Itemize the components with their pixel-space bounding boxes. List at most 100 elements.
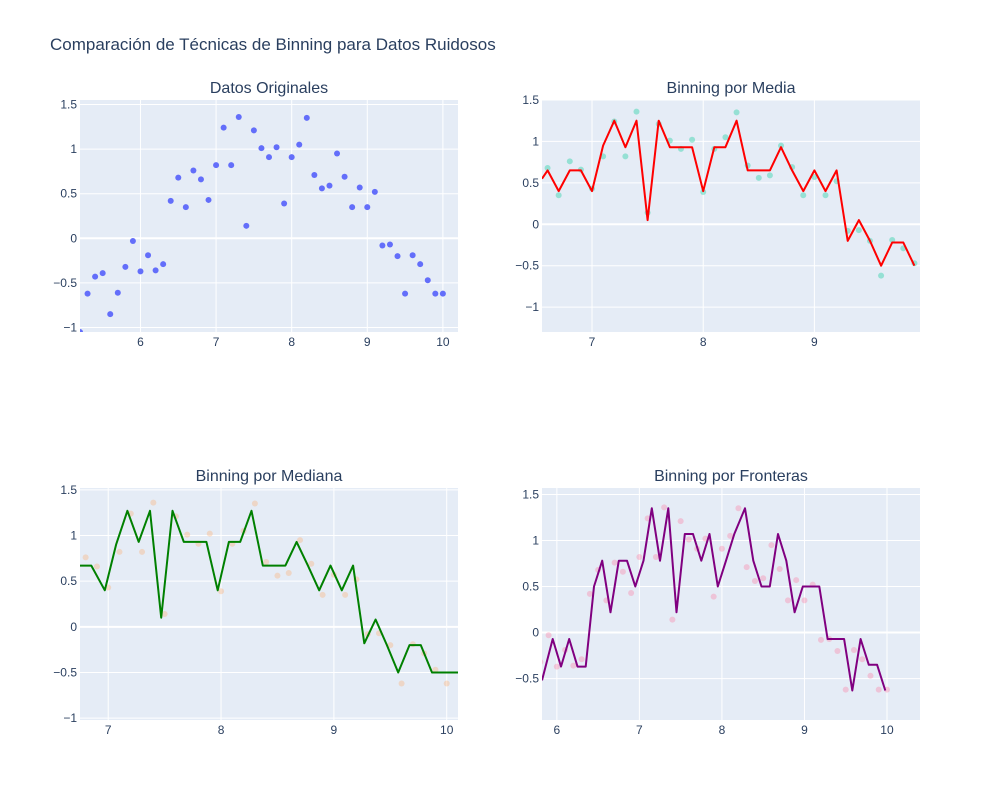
data-point [689,136,696,143]
data-point [308,560,315,567]
data-point [776,566,783,573]
data-point [175,174,182,181]
data-point [116,548,123,555]
data-point [122,263,129,270]
data-point [228,162,235,169]
x-tick-label: 7 [636,723,643,737]
y-tick-label: −1 [525,300,539,314]
data-point [161,611,168,618]
data-point [84,290,91,297]
data-point [417,261,424,268]
x-tick-label: 8 [288,335,295,349]
data-point [334,150,341,157]
y-tick-label: 0 [70,231,77,245]
data-point [311,171,318,178]
series-line [542,507,887,692]
x-tick-label: 6 [554,723,561,737]
x-tick-label: 9 [331,723,338,737]
y-tick-label: 1.5 [60,483,77,497]
data-point [80,329,83,332]
data-point [710,593,717,600]
data-point [800,192,807,199]
data-point [371,188,378,195]
data-point [114,289,121,296]
data-point [834,647,841,654]
data-point [398,680,405,687]
data-point [160,261,167,268]
plot-area [542,100,920,332]
data-point [424,277,431,284]
data-point [318,185,325,192]
data-point [722,134,729,141]
data-point [167,197,174,204]
x-tick-label: 9 [811,335,818,349]
x-tick-label: 8 [719,723,726,737]
data-point [182,204,189,211]
data-point [263,558,270,565]
data-point [129,237,136,244]
y-tick-label: 0 [70,620,77,634]
data-point [669,616,676,623]
data-point [652,554,659,561]
data-point [875,686,882,693]
data-point [878,272,885,279]
data-point [206,530,213,537]
data-point [768,542,775,549]
subplot-title: Datos Originales [210,80,328,97]
y-tick-label: −1 [63,321,77,335]
data-point [342,591,349,598]
data-point [566,158,573,165]
data-point [855,227,862,234]
y-tick-label: −1 [63,711,77,725]
data-point [251,500,258,507]
data-point [755,174,762,181]
data-point [220,124,227,131]
data-point [349,204,356,211]
data-point [319,591,326,598]
data-point [443,680,450,687]
x-tick-label: 7 [589,335,596,349]
data-point [288,154,295,161]
data-point [867,672,874,679]
plot-marks [542,504,890,693]
series-line [542,119,916,267]
subplot-binning-fronteras: 6 7 8 9 10 −0.5 0 0.5 1 1.5 Binning por Fronteras [515,468,920,737]
data-point [274,572,281,579]
data-point [137,268,144,275]
data-point [822,192,829,199]
data-point [266,154,272,161]
y-tick-label: −0.5 [53,276,77,290]
data-point [553,663,560,670]
data-point [735,505,742,512]
x-tick-label: 9 [801,723,808,737]
data-point [205,196,212,203]
data-point [213,162,220,169]
x-tick-label: 8 [218,723,225,737]
y-tick-label: 0 [532,217,539,231]
data-point [258,145,265,152]
data-point [661,504,668,511]
data-point [586,590,593,597]
data-point [341,173,348,180]
y-tick-label: 1 [70,528,77,542]
data-point [281,200,288,207]
data-point [619,568,626,575]
data-point [743,564,750,571]
data-point [402,290,409,297]
data-point [296,141,303,148]
data-point [570,662,577,669]
data-point [394,253,401,260]
data-point [633,108,640,115]
data-point [243,222,250,229]
data-point [685,536,692,543]
data-point [718,545,725,552]
x-tick-label: 10 [880,723,894,737]
y-tick-label: −0.5 [515,672,539,686]
plot-marks [80,499,458,687]
subplot-title: Binning por Mediana [196,468,343,485]
data-point [235,113,242,120]
data-point [356,184,363,191]
data-point [628,589,635,596]
data-point [760,575,767,582]
data-point [386,241,393,248]
